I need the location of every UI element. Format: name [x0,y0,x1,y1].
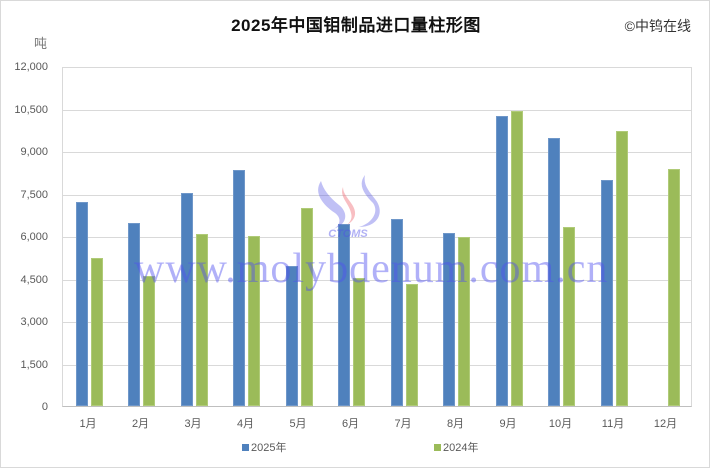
copyright-label: ©中钨在线 [624,18,691,34]
bar-2024-3 [195,233,208,406]
bar-2024-9 [510,111,523,406]
x-tick-label: 7月 [394,418,412,430]
bar-2024-8 [458,236,471,406]
legend-item-2024: 2024年 [434,439,478,455]
y-tick-label: 7,500 [20,188,48,201]
bar-2024-11 [615,131,628,406]
legend-label-2025: 2025年 [251,442,287,454]
y-tick-label: 6,000 [20,231,48,243]
legend-swatch-2024 [434,443,441,451]
y-tick-label: 10,500 [14,103,48,116]
x-tick-label: 8月 [446,418,465,430]
gridline [63,322,691,323]
chart-title: 2025年中国钼制品进口量柱形图 [231,16,481,35]
y-tick-label: 0 [41,401,48,413]
bar-2024-6 [353,278,366,406]
bar-2024-2 [143,275,156,406]
x-tick-label: 10月 [548,418,573,430]
gridline [63,194,691,196]
y-tick-label: 12,000 [14,61,48,73]
y-tick-label: 4,500 [20,273,48,286]
gridline [63,67,691,68]
bar-2025-11 [600,180,613,406]
bar-2025-6 [338,223,351,406]
x-tick-label: 12月 [653,418,678,430]
x-tick-label: 11月 [601,418,625,430]
gridline [63,279,691,281]
x-tick-label: 3月 [184,418,202,430]
bar-2025-2 [128,222,141,406]
y-tick-label: 3,000 [20,316,48,328]
y-tick-label: 1,500 [20,358,48,371]
bar-2024-7 [405,284,418,406]
x-tick-label: 9月 [499,418,517,430]
gridline [63,152,691,153]
bar-2025-8 [443,232,456,406]
plot-area [62,67,692,407]
bar-2024-4 [248,236,261,406]
y-tick-label: 9,000 [20,146,48,158]
gridline [63,109,691,111]
bar-2024-1 [90,258,103,406]
gridline [63,364,691,366]
bar-2024-12 [668,169,681,406]
legend-label-2024: 2024年 [443,442,479,454]
bar-2025-7 [390,219,403,406]
legend-item-2025: 2025年 [242,439,286,455]
legend-swatch-2025 [242,443,249,451]
bar-2025-1 [75,201,88,406]
bar-2025-10 [548,138,561,406]
x-tick-label: 2月 [131,418,150,430]
y-axis-unit: 吨 [34,36,48,51]
bar-2025-9 [495,115,508,406]
gridline [63,237,691,238]
x-tick-label: 5月 [289,418,307,430]
x-tick-label: 4月 [236,418,255,430]
x-tick-label: 6月 [341,418,360,430]
bar-2025-4 [233,170,246,406]
x-tick-label: 1月 [79,418,97,430]
bar-2024-5 [300,207,313,406]
bar-2025-3 [180,193,193,406]
bar-2025-5 [285,265,298,406]
bar-2024-10 [563,226,576,406]
